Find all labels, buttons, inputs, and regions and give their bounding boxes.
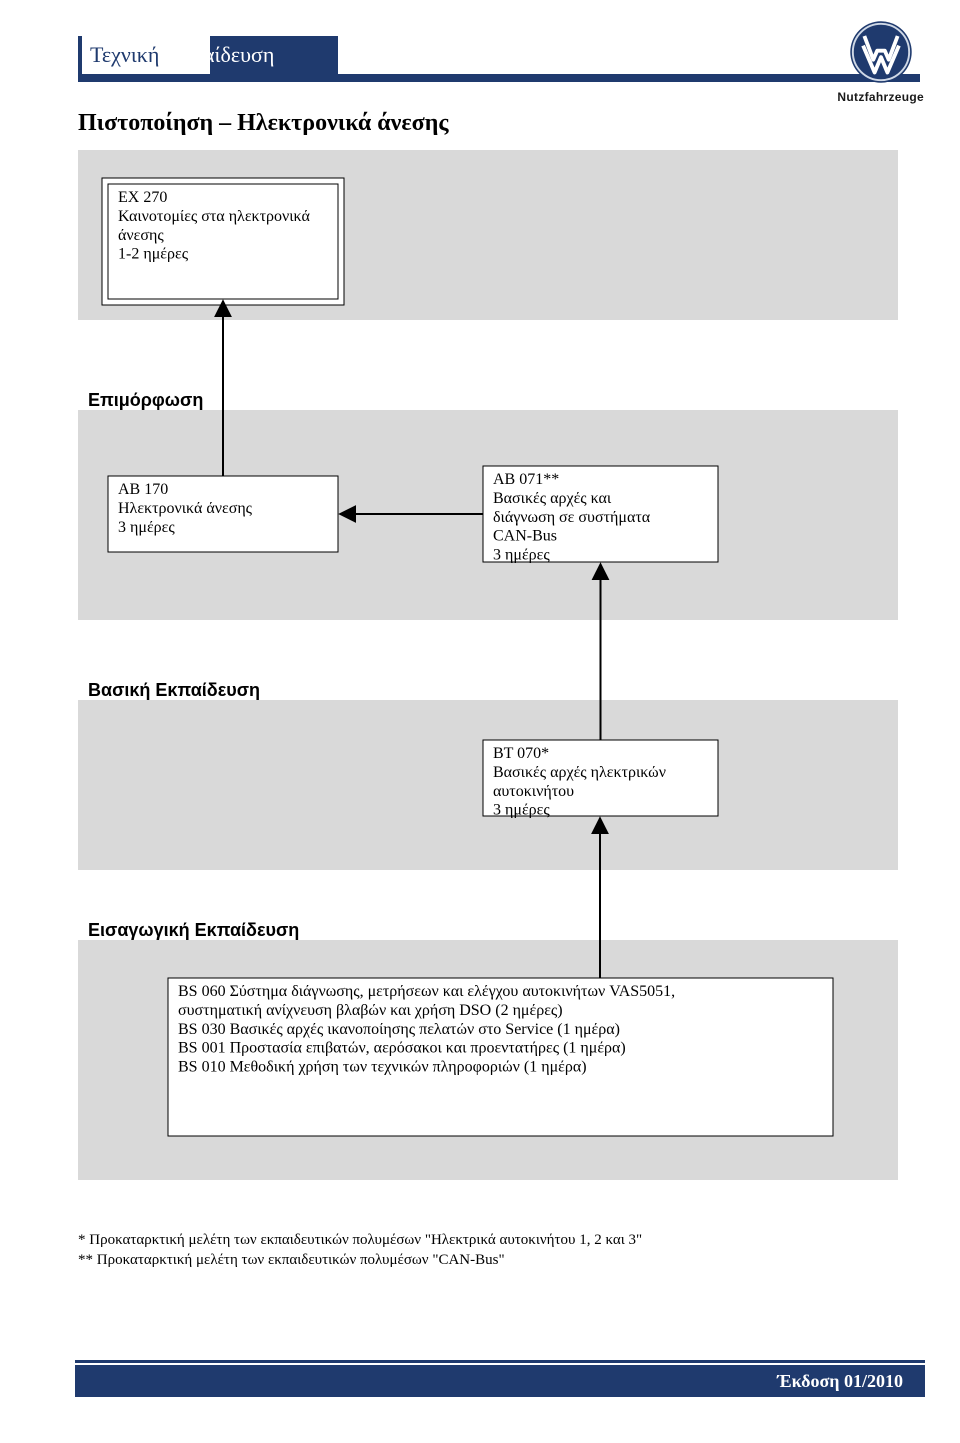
footnote-line: ** Προκαταρκτική μελέτη των εκπαιδευτικώ… — [78, 1250, 642, 1270]
node-text: BS 010 Μεθοδική χρήση των τεχνικών πληρο… — [178, 1059, 587, 1076]
header-rule — [78, 74, 920, 82]
header-tab-left: Τεχνική — [82, 42, 167, 68]
header-tab: Τεχνική Εκπαίδευση — [78, 36, 338, 74]
section-label: Επιμόρφωση — [88, 390, 203, 410]
node-text: BS 001 Προστασία επιβατών, αερόσακοι και… — [178, 1040, 626, 1057]
node-text: CAN-Bus — [493, 528, 557, 545]
footnotes: * Προκαταρκτική μελέτη των εκπαιδευτικών… — [78, 1230, 642, 1271]
page-title: Πιστοποίηση – Ηλεκτρονικά άνεσης — [78, 110, 448, 137]
node-text: Βασικές αρχές ηλεκτρικών — [493, 764, 666, 781]
node-text: 3 ημέρες — [118, 519, 175, 536]
node-text: αυτοκινήτου — [493, 783, 574, 800]
node-text: 3 ημέρες — [493, 547, 550, 564]
node-text: συστηματική ανίχνευση βλαβών και χρήση D… — [178, 1002, 563, 1019]
node-text: EX 270 — [118, 189, 167, 206]
footnote-line: * Προκαταρκτική μελέτη των εκπαιδευτικών… — [78, 1230, 642, 1250]
header-tab-right: Εκπαίδευση — [167, 42, 282, 68]
node-text: BS 060 Σύστημα διάγνωσης, μετρήσεων και … — [178, 983, 675, 1000]
footer-text: Έκδοση 01/2010 — [777, 1371, 925, 1392]
node-text: AB 071** — [493, 471, 559, 488]
page: Τεχνική Εκπαίδευση Nutzfahrzeuge Πιστοπο… — [0, 0, 960, 1443]
node-text: AB 170 — [118, 481, 168, 498]
footer-band: Έκδοση 01/2010 — [75, 1365, 925, 1397]
node-text: 1-2 ημέρες — [118, 246, 189, 263]
node-text: Βασικές αρχές και — [493, 490, 612, 507]
brand-logo-box: Nutzfahrzeuge — [837, 20, 924, 104]
node-text: BT 070* — [493, 745, 549, 762]
section-label: Εισαγωγική Εκπαίδευση — [88, 920, 299, 940]
node-text: BS 030 Βασικές αρχές ικανοποίησης πελατώ… — [178, 1021, 620, 1038]
node-text: 3 ημέρες — [493, 802, 550, 819]
section-label: Βασική Εκπαίδευση — [88, 680, 260, 700]
footer-rule — [75, 1360, 925, 1363]
node-text: Ηλεκτρονικά άνεσης — [118, 500, 253, 517]
node-text: Καινοτομίες στα ηλεκτρονικά — [118, 208, 310, 225]
flowchart: ΕξειδίκευσηΕπιμόρφωσηΒασική ΕκπαίδευσηΕι… — [78, 150, 898, 1210]
vw-logo-icon — [849, 20, 913, 84]
node-text: διάγνωση σε συστήματα — [493, 509, 651, 526]
node-text: άνεσης — [118, 227, 164, 244]
brand-subtext: Nutzfahrzeuge — [837, 90, 924, 104]
